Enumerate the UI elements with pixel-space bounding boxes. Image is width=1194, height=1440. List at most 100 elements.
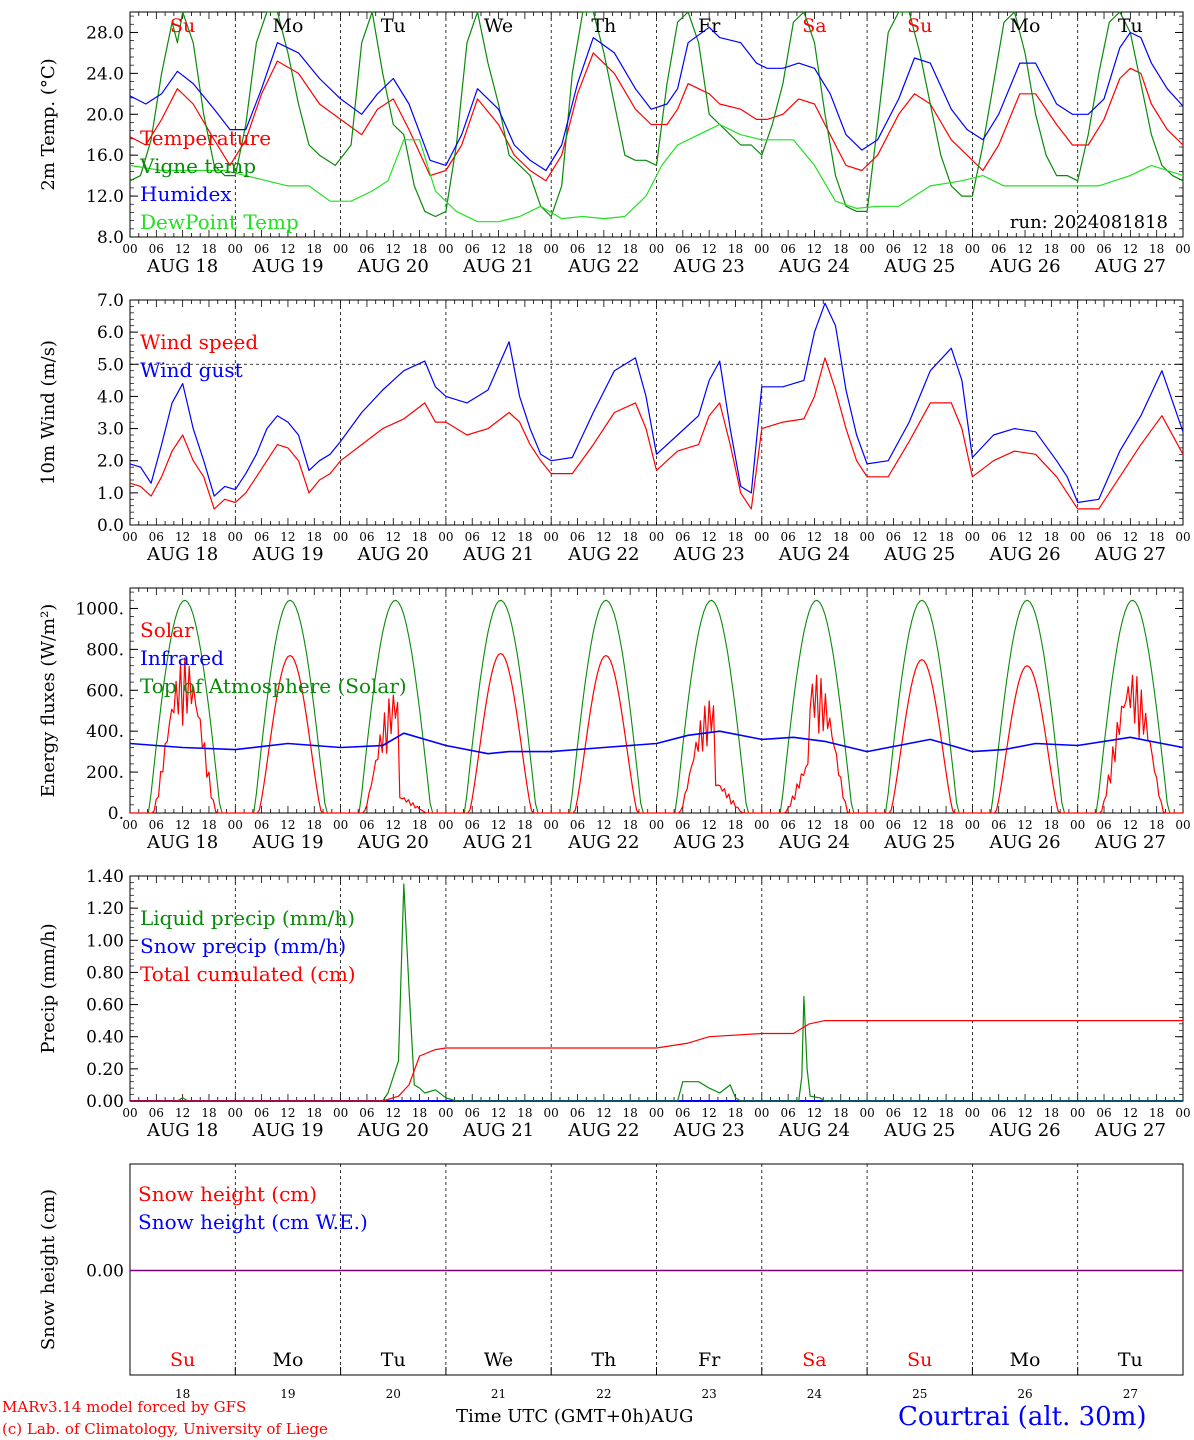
y-axis-label: Precip (mm/h) <box>38 923 59 1053</box>
hour-tick-label: 12 <box>175 818 190 832</box>
hour-tick-label: 00 <box>1070 242 1085 256</box>
weekday-label: Mo <box>1010 1349 1041 1371</box>
legend-entry: Total cumulated (cm) <box>140 962 356 986</box>
hour-tick-label: 00 <box>1070 1106 1085 1120</box>
hour-tick-label: 06 <box>465 818 480 832</box>
day-label: AUG 22 <box>567 544 639 565</box>
hour-tick-label: 18 <box>517 530 532 544</box>
y-axis-label: Snow height (cm) <box>38 1189 59 1350</box>
hour-tick-label: 00 <box>438 242 453 256</box>
hour-tick-label: 18 <box>201 818 216 832</box>
y-tick-label: 0.40 <box>86 1028 124 1048</box>
legend-entry: Liquid precip (mm/h) <box>140 906 355 930</box>
hour-tick-label: 12 <box>596 242 611 256</box>
hour-tick-label: 18 <box>517 242 532 256</box>
series-humidex <box>129 26 1184 172</box>
hour-tick-label: 18 <box>728 530 743 544</box>
legend-entry: Top of Atmosphere (Solar) <box>140 674 407 698</box>
weekday-label: Mo <box>272 1349 303 1371</box>
hour-tick-label: 00 <box>544 818 559 832</box>
hour-tick-label: 06 <box>675 818 690 832</box>
weekday-label: Th <box>591 1349 616 1371</box>
hour-tick-label: 18 <box>412 818 427 832</box>
hour-tick-label: 06 <box>570 1106 585 1120</box>
hour-tick-label: 18 <box>412 242 427 256</box>
hour-tick-label: 00 <box>965 1106 980 1120</box>
hour-tick-label: 18 <box>1044 242 1059 256</box>
hour-tick-label: 18 <box>833 242 848 256</box>
hour-tick-label: 06 <box>886 242 901 256</box>
hour-tick-label: 18 <box>1149 1106 1164 1120</box>
legend-entry: Humidex <box>140 182 232 206</box>
day-label: AUG 18 <box>146 832 218 853</box>
y-tick-label: 0.00 <box>86 1092 124 1112</box>
hour-tick-label: 12 <box>912 1106 927 1120</box>
hour-tick-label: 06 <box>780 818 795 832</box>
hour-tick-label: 12 <box>912 530 927 544</box>
hour-tick-label: 12 <box>1017 818 1032 832</box>
day-label: AUG 26 <box>988 544 1060 565</box>
day-label: AUG 24 <box>778 544 850 565</box>
hour-tick-label: 12 <box>175 530 190 544</box>
day-label: AUG 18 <box>146 544 218 565</box>
y-tick-label: 0.0 <box>97 516 124 536</box>
day-label: AUG 19 <box>251 544 323 565</box>
hour-tick-label: 00 <box>1175 242 1190 256</box>
day-label: AUG 27 <box>1094 256 1166 277</box>
day-label: AUG 21 <box>462 544 534 565</box>
hour-tick-label: 00 <box>122 242 137 256</box>
hour-tick-label: 18 <box>623 242 638 256</box>
hour-tick-label: 00 <box>649 242 664 256</box>
weekday-label: Su <box>170 15 195 37</box>
day-label: AUG 26 <box>988 1120 1060 1141</box>
day-label: AUG 20 <box>357 1120 429 1141</box>
hour-tick-label: 12 <box>702 818 717 832</box>
hour-tick-label: 18 <box>623 1106 638 1120</box>
weekday-label: Tu <box>381 15 406 37</box>
y-axis-label: 10m Wind (m/s) <box>38 340 59 485</box>
day-label: AUG 25 <box>883 1120 955 1141</box>
hour-tick-label: 18 <box>201 530 216 544</box>
day-label: AUG 22 <box>567 832 639 853</box>
legend-entry: Temperature <box>140 126 271 150</box>
y-tick-label: 1.0 <box>97 484 124 504</box>
hour-tick-label: 12 <box>807 1106 822 1120</box>
hour-tick-label: 18 <box>201 242 216 256</box>
y-tick-label: 5.0 <box>97 355 124 375</box>
hour-tick-label: 00 <box>965 530 980 544</box>
hour-tick-label: 06 <box>359 530 374 544</box>
hour-tick-label: 12 <box>702 530 717 544</box>
hour-tick-label: 12 <box>491 242 506 256</box>
hour-tick-label: 18 <box>517 818 532 832</box>
hour-tick-label: 00 <box>965 818 980 832</box>
panel-1: 8.0 12.0 16.0 20.0 24.0 28.0 2m Temp. (°C) Su Mo… <box>38 11 1191 277</box>
series-wind-speed <box>129 357 1184 510</box>
hour-tick-label: 18 <box>201 1106 216 1120</box>
day-label: AUG 25 <box>883 832 955 853</box>
series-solar <box>130 652 1183 814</box>
hour-tick-label: 06 <box>675 530 690 544</box>
hour-tick-label: 12 <box>280 242 295 256</box>
day-label: AUG 22 <box>567 256 639 277</box>
hour-tick-label: 12 <box>596 1106 611 1120</box>
hour-tick-label: 18 <box>938 1106 953 1120</box>
hour-tick-label: 12 <box>807 818 822 832</box>
hour-tick-label: 00 <box>1070 818 1085 832</box>
hour-tick-label: 12 <box>280 818 295 832</box>
hour-tick-label: 06 <box>149 242 164 256</box>
day-label: AUG 25 <box>883 256 955 277</box>
y-tick-label: 20.0 <box>86 105 124 125</box>
hour-tick-label: 06 <box>780 1106 795 1120</box>
hour-tick-label: 18 <box>517 1106 532 1120</box>
hour-tick-label: 06 <box>149 818 164 832</box>
hour-tick-label: 06 <box>991 242 1006 256</box>
hour-tick-label: 06 <box>359 242 374 256</box>
legend: Temperature Vigne temp Humidex DewPoint Tem… <box>139 126 299 234</box>
hour-tick-label: 18 <box>307 818 322 832</box>
y-tick-label: 4.0 <box>97 387 124 407</box>
hour-tick-label: 06 <box>1096 530 1111 544</box>
y-tick-label: 7.0 <box>97 291 124 311</box>
hour-tick-label: 06 <box>149 1106 164 1120</box>
weekday-label: Tu <box>1118 1349 1143 1371</box>
